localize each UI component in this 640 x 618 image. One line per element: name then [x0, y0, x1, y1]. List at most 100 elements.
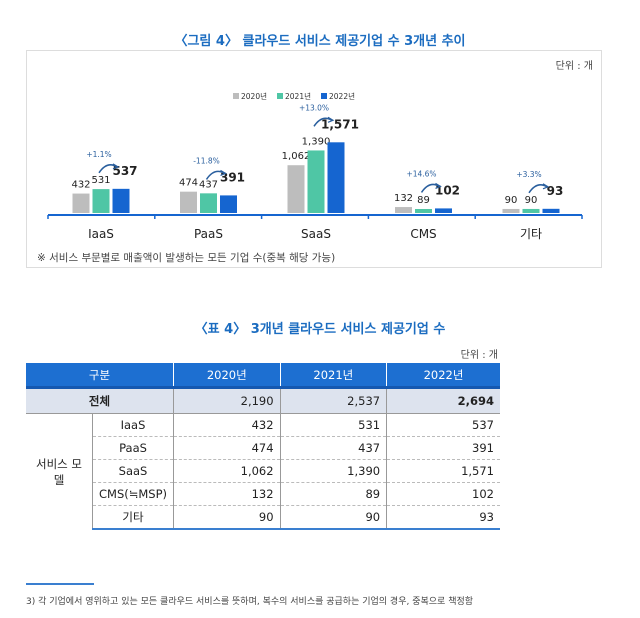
bar — [522, 208, 540, 213]
growth-arrow-icon — [98, 164, 118, 174]
legend-label: 2022년 — [329, 91, 355, 101]
data-label: 391 — [220, 170, 245, 184]
data-label: 432 — [71, 180, 90, 191]
row-value: 531 — [279, 413, 387, 437]
data-label: 1,571 — [321, 117, 359, 131]
data-label: 474 — [179, 178, 198, 189]
footnote: 3) 각 기업에서 영위하고 있는 모든 클라우드 서비스를 뜻하며, 복수의 … — [26, 597, 474, 607]
bar — [502, 208, 520, 213]
arrow-head-icon — [112, 163, 120, 170]
data-label: 89 — [417, 195, 430, 206]
category-label: 기타 — [520, 227, 542, 241]
arrow-head-icon — [542, 183, 550, 190]
data-label: 1,390 — [302, 136, 331, 147]
arrow-head-icon — [220, 169, 227, 176]
row-value: 90 — [173, 505, 281, 530]
growth-arrow-icon — [205, 170, 225, 180]
growth-annotation: -11.8% — [193, 156, 220, 165]
bar — [395, 207, 412, 213]
row-value: 432 — [173, 413, 281, 437]
row-value: 391 — [386, 436, 500, 460]
table-row: 서비스 모델 IaaS 432 531 537 — [26, 413, 500, 487]
table-header-row: 구분 2020년 2021년 2022년 — [26, 363, 500, 389]
figure-title: 〈그림 4〉 클라우드 서비스 제공기업 수 3개년 추이 — [174, 34, 466, 49]
table-row: PaaS 474 437 391 — [26, 436, 500, 460]
header-2021: 2021년 — [279, 363, 387, 389]
total-2021: 2,537 — [279, 387, 387, 414]
footnote-divider — [26, 583, 94, 585]
arrow-head-icon — [327, 116, 335, 123]
row-value: 474 — [173, 436, 281, 460]
data-label: 102 — [435, 183, 460, 197]
row-value: 1,062 — [173, 459, 281, 483]
growth-annotation: +14.6% — [406, 169, 436, 178]
legend-swatch — [277, 93, 283, 99]
data-table: 구분 2020년 2021년 2022년 전체 2,190 2,537 2,69… — [26, 363, 500, 530]
row-label: CMS(≒MSP) — [91, 482, 174, 506]
header-2022: 2022년 — [386, 363, 500, 389]
row-value: 102 — [386, 482, 500, 506]
group-label: 서비스 모델 — [36, 456, 82, 487]
table-unit: 단위 : 개 — [460, 350, 498, 361]
data-label: 537 — [112, 164, 137, 178]
growth-annotation: +13.0% — [299, 103, 329, 112]
bar — [220, 195, 237, 213]
category-label: CMS — [410, 227, 436, 241]
chart-unit: 단위 : 개 — [555, 61, 593, 72]
data-label: 132 — [394, 193, 413, 204]
total-2022: 2,694 — [386, 387, 500, 414]
total-label: 전체 — [26, 387, 174, 414]
bar — [287, 165, 305, 213]
bar — [307, 150, 325, 213]
growth-annotation: +3.3% — [516, 170, 541, 179]
growth-arrow-icon — [420, 183, 440, 193]
bar-chart: 단위 : 개 2020년 2021년 2022년 IaaS 432 531 537 +1.1%… — [26, 50, 602, 268]
bar — [112, 188, 130, 213]
bar — [327, 142, 345, 213]
table-row: 기타 90 90 93 — [26, 505, 500, 530]
data-label: 93 — [547, 184, 564, 198]
legend-swatch — [233, 93, 239, 99]
legend-swatch — [321, 93, 327, 99]
legend-label: 2021년 — [285, 91, 311, 101]
bar — [200, 193, 217, 213]
table-row: CMS(≒MSP) 132 89 102 — [26, 482, 500, 506]
category-label: PaaS — [194, 227, 223, 241]
bar — [92, 189, 110, 213]
bar — [72, 193, 90, 213]
row-value: 537 — [386, 413, 500, 437]
bar — [415, 208, 432, 213]
row-label: PaaS — [91, 436, 174, 460]
table-row: SaaS 1,062 1,390 1,571 — [26, 459, 500, 483]
data-label: 531 — [91, 175, 110, 186]
row-value: 1,571 — [386, 459, 500, 483]
header-category: 구분 — [26, 363, 174, 389]
bar — [435, 208, 452, 213]
category-label: IaaS — [88, 227, 114, 241]
row-value: 90 — [279, 505, 387, 530]
legend-label: 2020년 — [241, 91, 267, 101]
growth-annotation: +1.1% — [86, 150, 111, 159]
chart-note: ※ 서비스 부문별로 매출액이 발생하는 모든 기업 수(중복 해당 가능) — [37, 252, 336, 264]
bar — [180, 191, 197, 213]
row-label: SaaS — [91, 459, 174, 483]
row-value: 89 — [279, 482, 387, 506]
header-2020: 2020년 — [173, 363, 281, 389]
row-label: IaaS — [91, 413, 174, 437]
data-label: 90 — [525, 195, 538, 206]
total-row: 전체 2,190 2,537 2,694 — [26, 387, 500, 414]
row-label: 기타 — [91, 505, 174, 530]
growth-arrow-icon — [528, 184, 548, 194]
data-label: 1,062 — [282, 151, 311, 162]
growth-arrow-icon — [313, 117, 333, 127]
data-label: 437 — [199, 179, 218, 190]
table-title: 〈표 4〉 3개년 클라우드 서비스 제공기업 수 — [194, 322, 446, 337]
row-value: 93 — [386, 505, 500, 530]
category-label: SaaS — [301, 227, 331, 241]
data-label: 90 — [505, 195, 518, 206]
bar — [542, 208, 560, 213]
total-2020: 2,190 — [173, 387, 281, 414]
row-value: 132 — [173, 482, 281, 506]
arrow-head-icon — [435, 182, 442, 189]
